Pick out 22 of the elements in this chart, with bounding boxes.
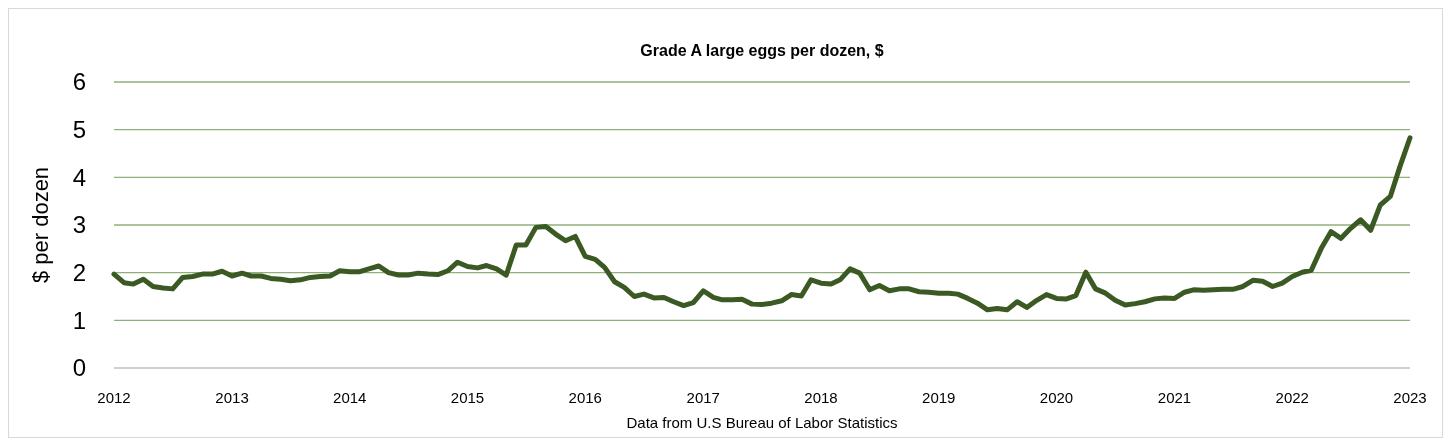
y-axis-title: $ per dozen bbox=[28, 166, 53, 284]
chart-title: Grade A large eggs per dozen, $ bbox=[640, 42, 884, 59]
x-tick-label: 2012 bbox=[97, 389, 131, 406]
x-tick-label: 2017 bbox=[686, 389, 720, 406]
y-tick-label: 0 bbox=[72, 354, 86, 382]
x-tick-label: 2019 bbox=[922, 389, 956, 406]
text: Data from U.S Bureau of Labor Statistics bbox=[626, 414, 898, 431]
y-tick-label: 2 bbox=[72, 259, 86, 287]
y-tick-label: 1 bbox=[72, 306, 86, 334]
x-tick-label: 2023 bbox=[1393, 389, 1427, 406]
x-tick-label: 2015 bbox=[450, 389, 485, 406]
x-tick-label: 2021 bbox=[1157, 389, 1192, 406]
x-tick-label: 2020 bbox=[1039, 389, 1074, 406]
y-tick-label: 3 bbox=[72, 211, 86, 239]
y-tick-label: 4 bbox=[72, 163, 86, 191]
y-tick-label: 6 bbox=[72, 68, 86, 96]
x-tick-label: 2013 bbox=[215, 389, 249, 406]
x-tick-label: 2016 bbox=[568, 389, 602, 406]
x-tick-label: 2022 bbox=[1275, 389, 1309, 406]
x-tick-label: 2018 bbox=[804, 389, 838, 406]
x-tick-label: 2014 bbox=[333, 389, 367, 406]
y-tick-label: 5 bbox=[72, 116, 86, 144]
